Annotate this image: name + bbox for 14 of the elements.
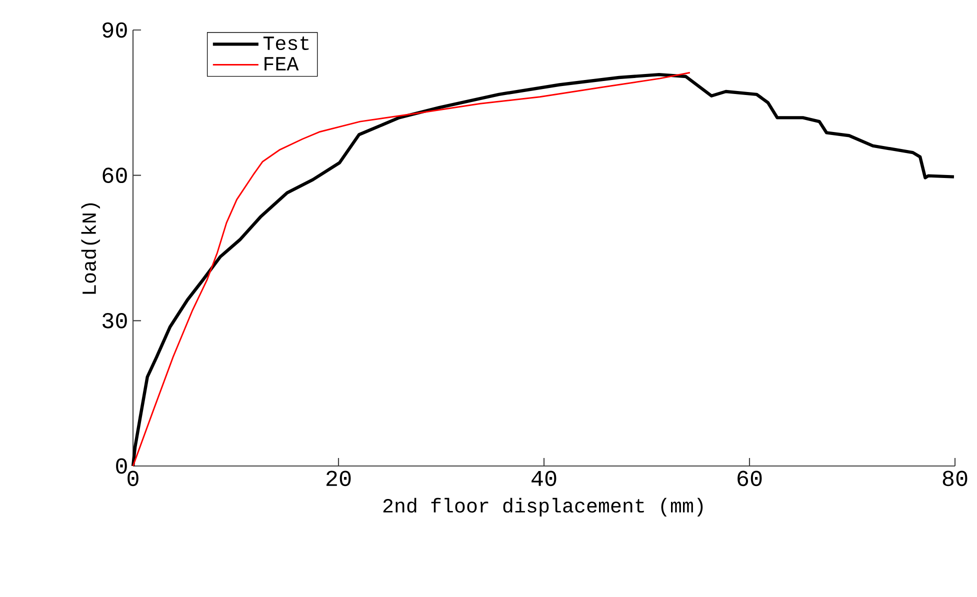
line-series (132, 72, 691, 467)
y-tick-label: 30 (102, 312, 127, 328)
y-tick-label: 90 (102, 22, 127, 38)
y-axis-title: Load(kN) (81, 203, 100, 294)
y-tick-label: 0 (116, 458, 127, 474)
legend-label: FEA (264, 57, 299, 70)
x-tick-label: 0 (128, 470, 138, 486)
legend-label: Test (263, 36, 309, 50)
x-axis-title: 2nd floor displacement (mm) (383, 498, 703, 517)
x-tick-label: 80 (942, 470, 968, 486)
x-tick-label: 60 (738, 470, 762, 486)
x-tick-label: 40 (532, 470, 556, 486)
x-tick-label: 20 (326, 470, 351, 486)
y-tick-label: 60 (102, 168, 127, 184)
